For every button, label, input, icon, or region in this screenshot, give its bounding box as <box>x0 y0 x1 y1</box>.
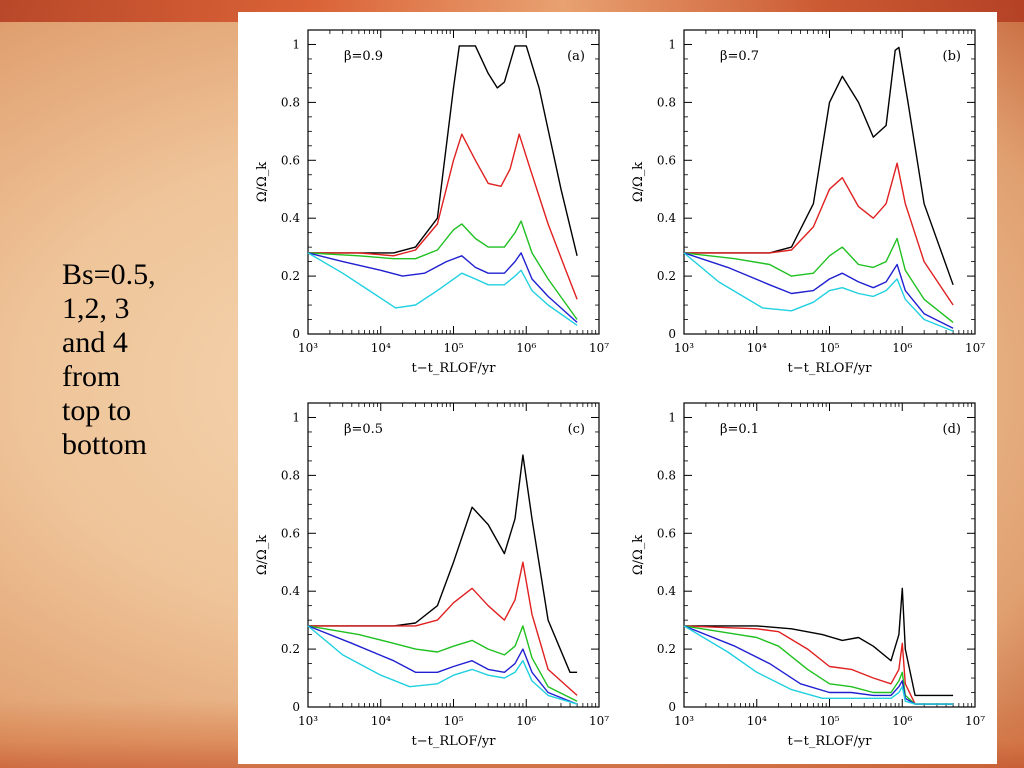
y-tick-label: 1 <box>668 37 676 51</box>
series-line-0 <box>684 587 954 697</box>
series-line-3 <box>307 625 578 705</box>
y-tick-label: 0 <box>668 700 676 714</box>
x-tick-label: 10⁷ <box>965 714 985 728</box>
x-tick-label: 10⁴ <box>747 714 767 728</box>
y-axis-label: Ω/Ω_k <box>255 535 270 575</box>
beta-annotation: β=0.7 <box>720 49 759 64</box>
chart-panel-0: 0 0.2 0.4 0.6 0.8 1 10³ 10⁴ 10⁵ 10⁶ 10⁷ t−t_RLOF/yr… <box>255 29 609 376</box>
x-tick-label: 10⁶ <box>892 341 912 355</box>
x-axis-label: t−t_RLOF/yr <box>788 734 873 749</box>
x-tick-label: 10³ <box>298 714 318 728</box>
series-line-4 <box>307 625 578 705</box>
series-line-2 <box>307 220 578 320</box>
y-tick-label: 0.4 <box>281 211 300 225</box>
y-tick-label: 0.8 <box>657 95 676 109</box>
panel-letter: (d) <box>943 422 961 437</box>
plot-frame <box>683 29 976 335</box>
panel-letter: (c) <box>568 422 585 437</box>
y-tick-label: 1 <box>292 410 300 424</box>
chart-panel-1: 0 0.2 0.4 0.6 0.8 1 10³ 10⁴ 10⁵ 10⁶ 10⁷ t−t_RLOF/yr… <box>631 29 985 376</box>
series-line-1 <box>683 625 954 705</box>
x-tick-label: 10⁵ <box>819 341 839 355</box>
series-line-2 <box>683 237 954 323</box>
y-tick-label: 0.6 <box>657 526 676 540</box>
y-axis-label: Ω/Ω_k <box>631 162 646 202</box>
series-line-3 <box>683 625 954 705</box>
series-line-0 <box>308 454 578 673</box>
slide-side-text: Bs=0.5, 1,2, 3 and 4 from top to bottom <box>62 258 156 461</box>
y-tick-label: 1 <box>292 37 300 51</box>
series-line-3 <box>307 252 578 323</box>
x-axis-label: t−t_RLOF/yr <box>412 361 497 376</box>
figure-panel-grid: 0 0.2 0.4 0.6 0.8 1 10³ 10⁴ 10⁵ 10⁶ 10⁷ t−t_RLOF/yr… <box>238 12 997 764</box>
x-tick-label: 10⁷ <box>589 714 609 728</box>
chart-panel-3: 0 0.2 0.4 0.6 0.8 1 10³ 10⁴ 10⁵ 10⁶ 10⁷ t−t_RLOF/yr… <box>631 402 985 749</box>
y-tick-label: 0 <box>292 327 300 341</box>
y-tick-label: 0.6 <box>281 526 300 540</box>
series-line-1 <box>308 133 578 300</box>
y-tick-label: 0.2 <box>657 269 676 283</box>
y-tick-label: 0.6 <box>281 153 300 167</box>
x-tick-label: 10³ <box>674 341 694 355</box>
beta-annotation: β=0.5 <box>344 422 383 437</box>
x-tick-label: 10⁴ <box>371 714 391 728</box>
y-tick-label: 0.6 <box>657 153 676 167</box>
series-line-4 <box>307 252 578 326</box>
beta-annotation: β=0.1 <box>720 422 759 437</box>
x-tick-label: 10⁷ <box>965 341 985 355</box>
y-axis-label: Ω/Ω_k <box>631 535 646 575</box>
panel-letter: (b) <box>943 49 961 64</box>
series-line-2 <box>683 625 954 705</box>
series-line-0 <box>308 45 578 256</box>
panel-letter: (a) <box>567 49 585 64</box>
plot-frame <box>307 402 600 708</box>
series-line-1 <box>308 561 578 696</box>
y-tick-label: 0 <box>292 700 300 714</box>
x-tick-label: 10³ <box>298 341 318 355</box>
x-tick-label: 10⁶ <box>892 714 912 728</box>
series-line-3 <box>683 252 954 329</box>
x-axis-label: t−t_RLOF/yr <box>412 734 497 749</box>
x-tick-label: 10⁵ <box>443 341 463 355</box>
x-tick-label: 10⁵ <box>443 714 463 728</box>
x-tick-label: 10⁶ <box>516 341 536 355</box>
x-tick-label: 10⁷ <box>589 341 609 355</box>
y-axis-label: Ω/Ω_k <box>255 162 270 202</box>
y-tick-label: 0.8 <box>657 468 676 482</box>
y-tick-label: 0.4 <box>657 211 676 225</box>
y-tick-label: 0.8 <box>281 95 300 109</box>
figure-svg: 0 0.2 0.4 0.6 0.8 1 10³ 10⁴ 10⁵ 10⁶ 10⁷ t−t_RLOF/yr… <box>255 29 985 749</box>
y-tick-label: 0.2 <box>281 642 300 656</box>
y-tick-label: 0.4 <box>657 584 676 598</box>
x-tick-label: 10⁵ <box>819 714 839 728</box>
y-tick-label: 0.2 <box>657 642 676 656</box>
chart-panel-2: 0 0.2 0.4 0.6 0.8 1 10³ 10⁴ 10⁵ 10⁶ 10⁷ t−t_RLOF/yr… <box>255 402 609 749</box>
y-tick-label: 1 <box>668 410 676 424</box>
series-line-0 <box>684 46 954 286</box>
beta-annotation: β=0.9 <box>344 49 383 64</box>
series-line-1 <box>684 162 954 306</box>
series-line-2 <box>307 625 578 702</box>
y-tick-label: 0.8 <box>281 468 300 482</box>
series-line-4 <box>683 252 954 332</box>
y-tick-label: 0.2 <box>281 269 300 283</box>
x-tick-label: 10⁴ <box>371 341 391 355</box>
plot-frame <box>683 402 976 708</box>
y-tick-label: 0 <box>668 327 676 341</box>
y-tick-label: 0.4 <box>281 584 300 598</box>
x-axis-label: t−t_RLOF/yr <box>788 361 873 376</box>
x-tick-label: 10⁴ <box>747 341 767 355</box>
series-line-4 <box>683 625 954 705</box>
x-tick-label: 10⁶ <box>516 714 536 728</box>
x-tick-label: 10³ <box>674 714 694 728</box>
